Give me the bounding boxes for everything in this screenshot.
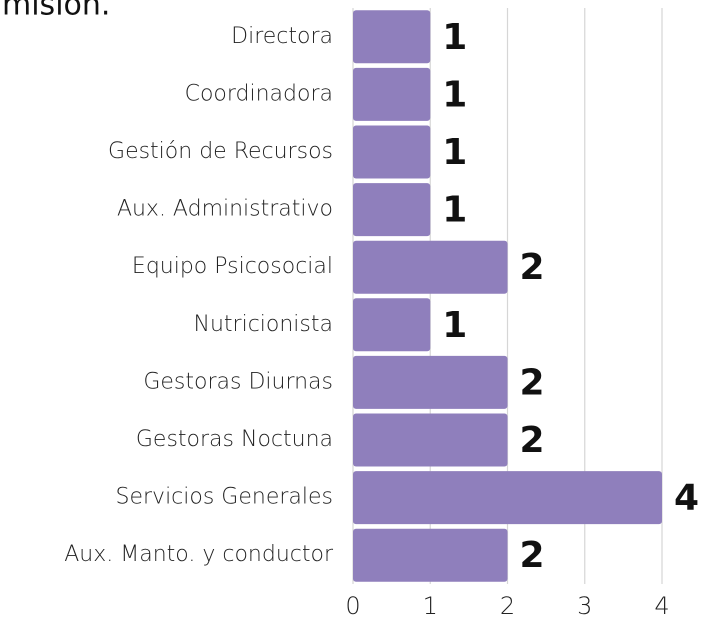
- bar: [353, 413, 508, 467]
- y-tick-label: Gestión de Recursos: [108, 139, 333, 164]
- data-label: 4: [674, 478, 699, 519]
- x-tick-label: 2: [500, 592, 515, 618]
- data-label: 1: [442, 74, 467, 115]
- chart-title: misión.: [2, 0, 110, 23]
- bar: [353, 355, 508, 409]
- y-tick-label: Gestoras Noctuna: [136, 427, 333, 452]
- bar: [353, 528, 508, 582]
- data-label: 1: [442, 17, 467, 58]
- x-tick-label: 4: [654, 592, 669, 618]
- bar: [353, 471, 662, 525]
- x-tick-label: 3: [577, 592, 592, 618]
- bar: [353, 67, 431, 121]
- y-tick-label: Gestoras Diurnas: [143, 369, 333, 394]
- y-tick-label: Coordinadora: [185, 81, 333, 106]
- data-label: 2: [520, 362, 545, 403]
- data-label: 1: [442, 132, 467, 173]
- bar: [353, 240, 508, 294]
- bar: [353, 298, 431, 352]
- y-tick-label: Aux. Administrativo: [117, 197, 333, 222]
- y-tick-label: Nutricionista: [194, 312, 333, 337]
- data-label: 2: [520, 420, 545, 461]
- data-label: 1: [442, 305, 467, 346]
- y-tick-label: Servicios Generales: [116, 485, 334, 510]
- bar: [353, 183, 431, 237]
- x-tick-label: 0: [345, 592, 360, 618]
- x-tick-label: 1: [423, 592, 438, 618]
- y-tick-label: Equipo Psicosocial: [132, 254, 333, 279]
- data-label: 2: [520, 247, 545, 288]
- y-tick-label: Aux. Manto. y conductor: [64, 542, 334, 567]
- bar: [353, 125, 431, 179]
- y-tick-label: Directora: [231, 24, 333, 49]
- bar: [353, 10, 431, 64]
- data-label: 2: [520, 535, 545, 576]
- data-label: 1: [442, 190, 467, 231]
